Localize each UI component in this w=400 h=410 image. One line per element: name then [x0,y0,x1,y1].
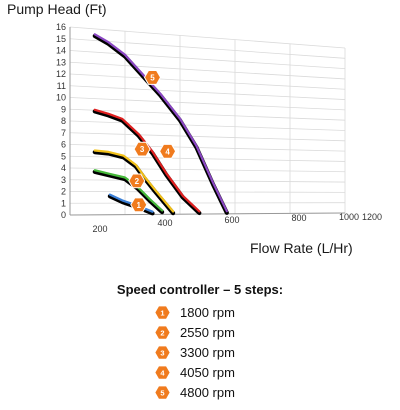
legend-item-label: 4050 rpm [180,364,235,380]
y-tick-label: 0 [61,210,66,220]
hexagon-badge-icon [133,141,151,157]
grid-line-h [69,26,346,49]
legend-badge-number: 3 [160,348,164,357]
curve-badge-number: 1 [137,201,142,210]
y-tick-label: 14 [56,46,66,56]
grid-line-h [69,155,346,162]
y-tick-label: 7 [61,128,66,138]
legend-rows: 1 1800 rpm 2 2550 rpm 3 3300 rpm 4 4050 rpm 5 480… [0,302,400,402]
x-tick-label: 400 [157,218,172,228]
chart-grid [69,26,346,216]
y-tick-label: 4 [61,163,66,173]
legend-badge-number: 5 [160,388,164,397]
grid-line-h [69,50,346,70]
y-tick-label: 3 [61,175,66,185]
legend-item: 2 2550 rpm [155,322,400,342]
curve-badge-4: 4 [159,143,177,159]
y-tick-label: 9 [61,104,66,114]
y-tick-label: 5 [61,151,66,161]
hexagon-badge-icon: 1 [155,305,170,319]
y-tick-label: 6 [61,140,66,150]
legend-item: 3 3300 rpm [155,342,400,362]
x-tick-label: 1000 [339,212,359,222]
curve-badge-number: 2 [135,177,140,186]
hexagon-badge-icon: 5 [155,385,170,399]
y-tick-label: 16 [56,22,66,32]
curve-badge-number: 3 [140,145,145,154]
curve-badge-number: 4 [165,147,170,156]
grid-line-h [69,61,346,80]
curve-badge-2: 2 [128,173,146,189]
legend-item: 4 4050 rpm [155,362,400,382]
grid-line-h [69,85,346,100]
grid-line-h [69,202,346,204]
curve-badge-1: 1 [130,197,148,213]
y-tick-label: 11 [57,81,66,91]
legend-item-label: 1800 rpm [180,304,235,320]
series-line-3 [93,149,175,213]
grid-line-h [69,38,346,59]
x-axis-title: Flow Rate (L/Hr) [250,240,353,256]
y-axis-title: Pump Head (Ft) [7,1,107,17]
curve-badge-number: 5 [150,73,155,82]
y-tick-label: 10 [56,93,66,103]
hexagon-badge-icon [159,143,177,159]
legend-badge-number: 1 [160,308,164,317]
legend-item: 1 1800 rpm [155,302,400,322]
x-tick-label: 200 [92,224,107,234]
x-tick-label: 1200 [362,212,382,222]
hexagon-badge-icon: 3 [155,345,170,359]
curve-badge-3: 3 [133,141,151,157]
x-tick-label: 600 [224,215,239,225]
legend-badge-number: 4 [160,368,165,377]
grid-line-h [69,132,346,142]
legend-title: Speed controller – 5 steps: [116,282,284,297]
hexagon-badge-icon [128,173,146,189]
grid-line-h [69,144,346,152]
grid-line-h [69,179,346,183]
speed-legend: Speed controller – 5 steps: 1 1800 rpm 2 25… [0,282,400,402]
grid-line-h [69,73,346,90]
curve-badge-5: 5 [143,70,162,85]
hexagon-badge-icon: 4 [155,365,170,379]
x-tick-label: 800 [291,213,306,223]
y-tick-label: 1 [61,198,66,208]
y-tick-label: 2 [61,187,66,197]
curve-badges: 1 2 3 4 5 [128,70,177,213]
series-line-5 [93,33,228,213]
grid-line-h [69,120,346,131]
y-tick-label: 13 [56,57,66,67]
series-line-1 [108,193,154,213]
legend-item: 5 4800 rpm [155,382,400,402]
y-tick-label: 12 [56,69,66,79]
x-axis-line [69,212,346,216]
grid-line-h [69,97,346,111]
hexagon-badge-icon: 2 [155,325,170,339]
legend-item-label: 3300 rpm [180,344,235,360]
y-tick-label: 8 [61,116,66,126]
legend-item-label: 4800 rpm [180,384,235,400]
grid-line-h [69,191,346,193]
legend-item-label: 2550 rpm [180,324,235,340]
legend-badge-number: 2 [160,328,164,337]
hexagon-badge-icon [143,70,162,85]
y-tick-label: 15 [56,34,66,44]
grid-line-h [69,108,346,121]
hexagon-badge-icon [130,197,148,213]
x-tick-labels: 200 400 600 800 1000 1200 [92,212,382,234]
